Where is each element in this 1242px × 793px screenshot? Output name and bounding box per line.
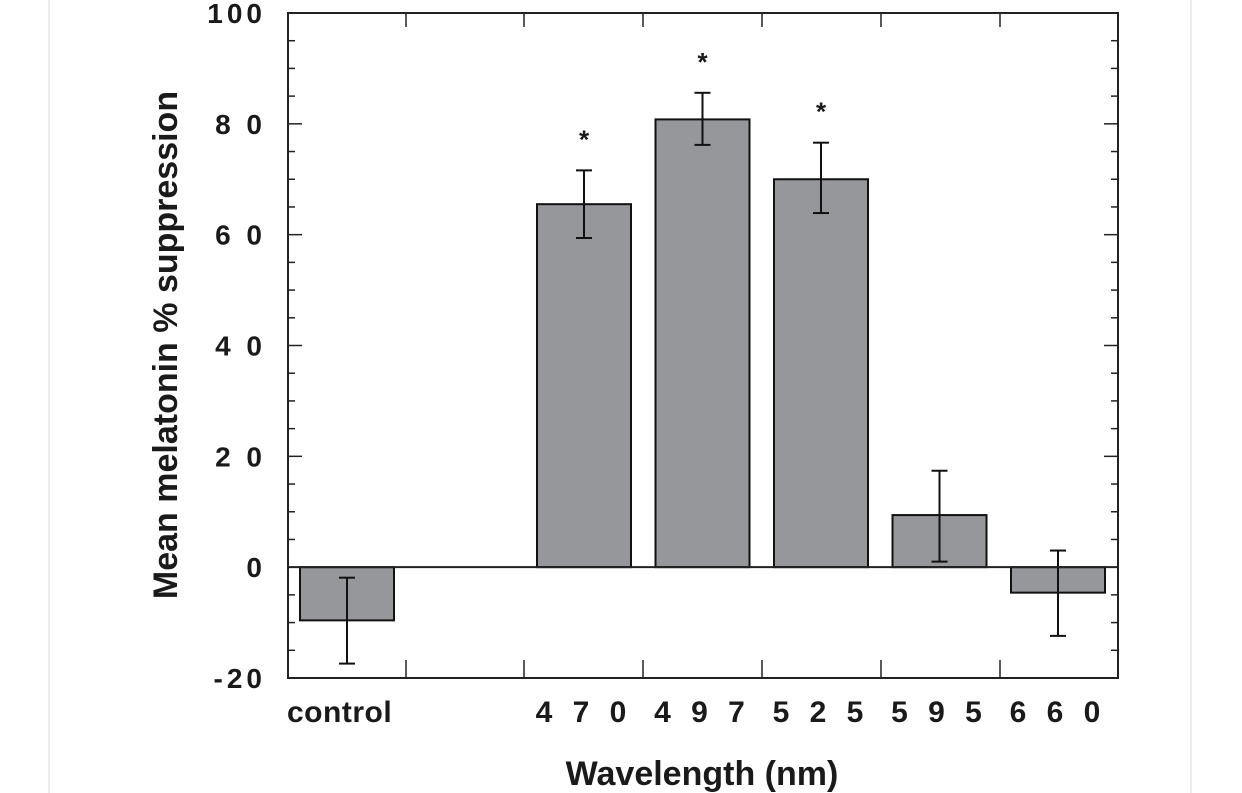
- right-frame-edge: [1190, 0, 1192, 793]
- y-tick-label: 0: [246, 552, 266, 583]
- x-label-control: control: [287, 696, 392, 729]
- bar-470: [536, 203, 632, 569]
- significance-star-470: *: [579, 124, 590, 154]
- x-category-labels: control 4 7 0 4 9 7 5 2 5 5 9 5 6 6 0: [287, 696, 1107, 729]
- left-frame-edge: [48, 0, 50, 793]
- y-tick-label: 100: [207, 0, 266, 29]
- x-label-660: 6 6 0: [1010, 696, 1107, 729]
- y-tick-label: -20: [214, 663, 266, 694]
- significance-star-497: *: [697, 47, 708, 77]
- plot-frame: [287, 12, 1119, 679]
- x-axis-title: Wavelength (nm): [566, 755, 839, 793]
- y-tick-label: 2 0: [215, 441, 266, 472]
- y-tick-label: 6 0: [215, 220, 266, 251]
- bars: [299, 118, 1106, 622]
- bar-525: [773, 178, 869, 569]
- x-label-470: 4 7 0: [536, 696, 633, 729]
- bar-497: [654, 118, 751, 569]
- y-tick-label: 8 0: [215, 109, 266, 140]
- significance-markers: * * *: [579, 47, 827, 155]
- x-label-595: 5 9 5: [891, 696, 988, 729]
- y-tick-labels: -20 0 2 0 4 0 6 0 8 0 100: [207, 0, 266, 694]
- plot-border: [287, 12, 1119, 679]
- error-bars: [339, 91, 1066, 665]
- significance-star-525: *: [816, 97, 827, 127]
- y-tick-label: 4 0: [215, 331, 266, 362]
- x-label-497: 4 9 7: [654, 696, 751, 729]
- y-axis-title: Mean melatonin % suppression: [147, 91, 185, 599]
- x-label-525: 5 2 5: [773, 696, 870, 729]
